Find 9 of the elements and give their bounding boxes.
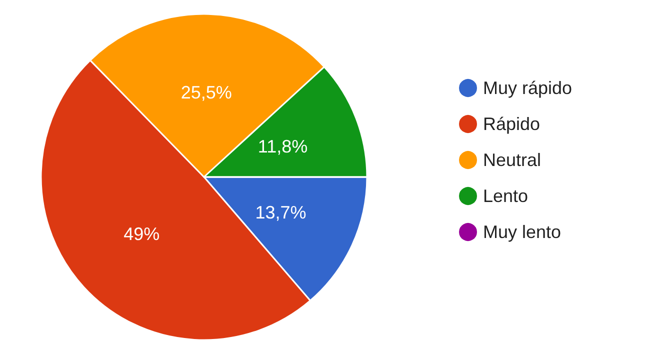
legend-label: Muy lento [483,222,562,242]
data-label: 25,5% [180,82,232,103]
legend-label: Lento [483,186,528,206]
data-label: 11,8% [258,136,308,156]
data-label: 13,7% [255,202,306,222]
legend-label: Rápido [483,114,540,134]
legend-label: Muy rápido [483,78,572,98]
legend-label: Neutral [483,150,542,170]
data-label: 49% [124,224,160,244]
